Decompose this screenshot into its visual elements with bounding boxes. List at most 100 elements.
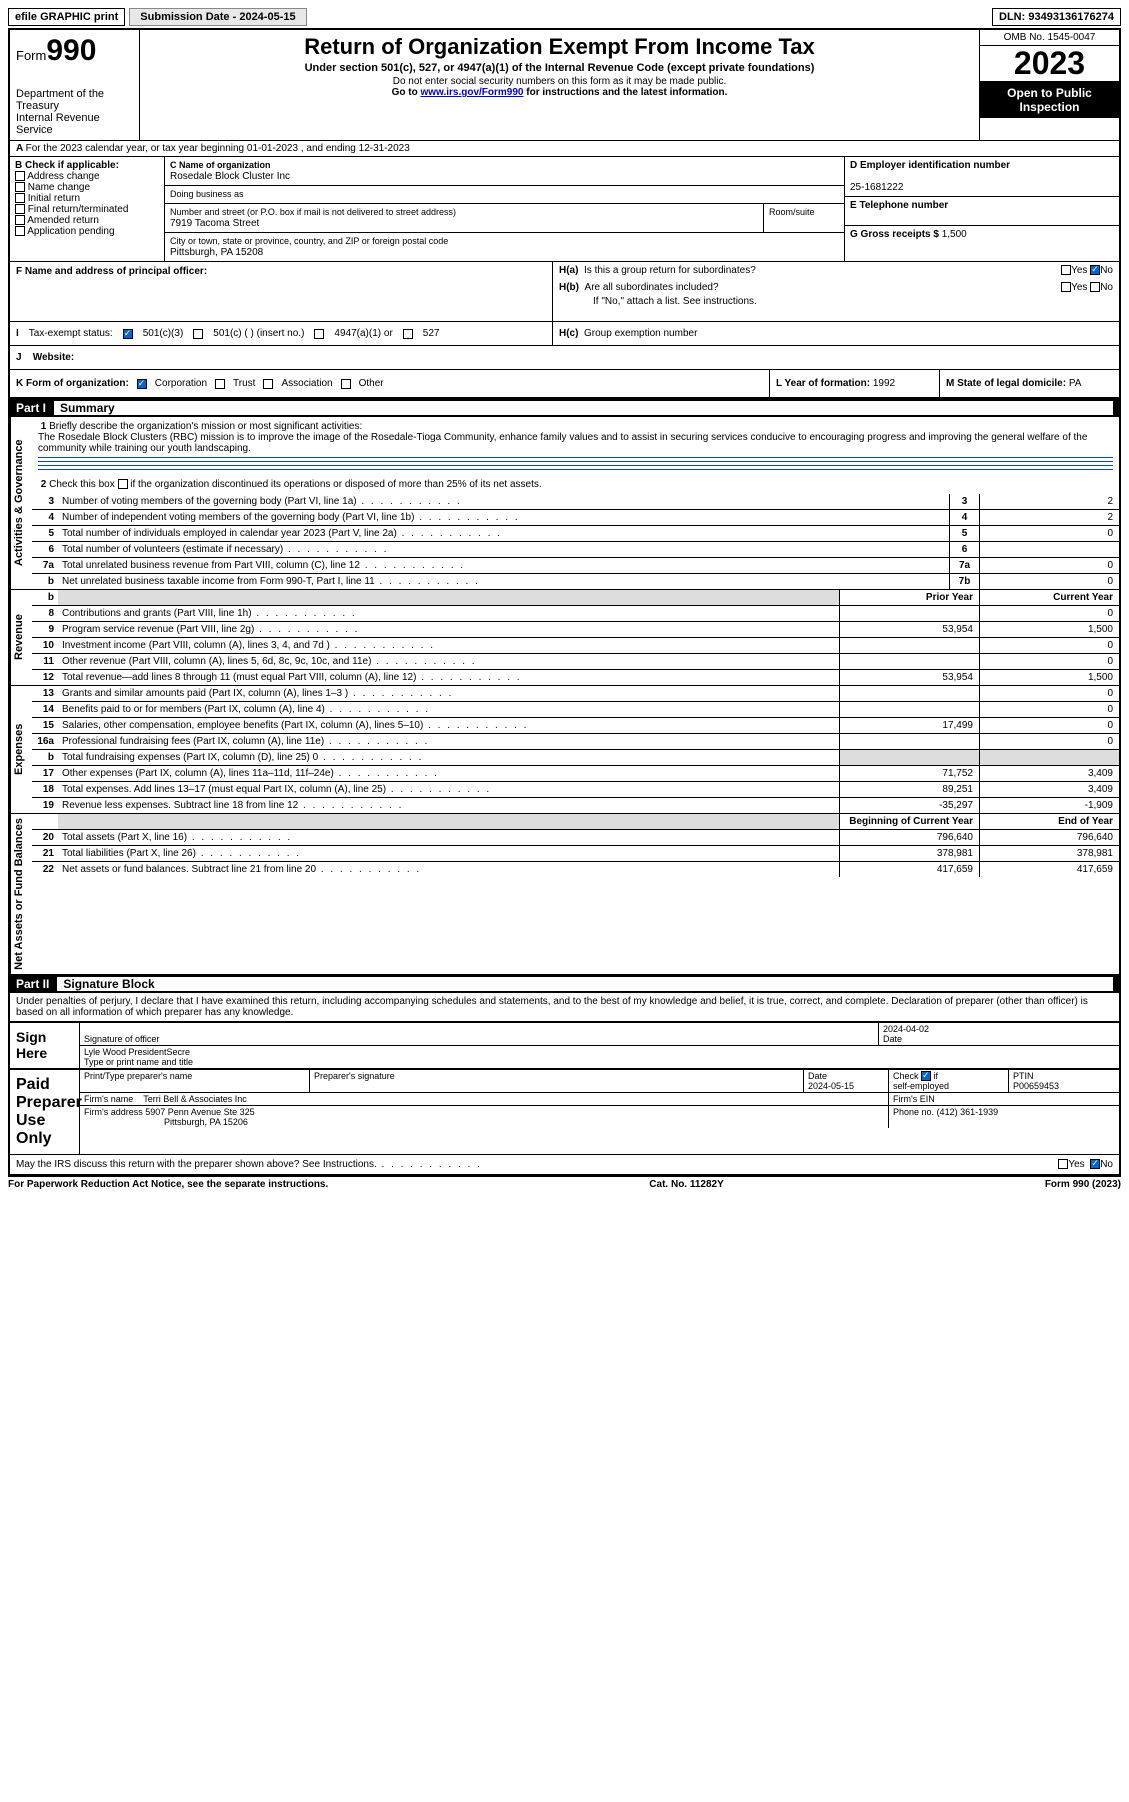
vlabel-netassets: Net Assets or Fund Balances (10, 814, 32, 974)
state-domicile: M State of legal domicile: PA (939, 370, 1119, 397)
vlabel-expenses: Expenses (10, 686, 32, 813)
prep-name-label: Print/Type preparer's name (84, 1071, 192, 1081)
checkbox-self-employed[interactable] (921, 1071, 931, 1081)
firm-addr2: Pittsburgh, PA 15206 (164, 1117, 248, 1127)
checkbox-app-pending[interactable] (15, 226, 25, 236)
submission-date-btn[interactable]: Submission Date - 2024-05-15 (129, 8, 306, 26)
pra-notice: For Paperwork Reduction Act Notice, see … (8, 1179, 328, 1190)
sign-here-block: Sign Here Signature of officer 2024-04-0… (10, 1021, 1119, 1068)
form-title: Return of Organization Exempt From Incom… (146, 34, 973, 60)
line-a-period: A For the 2023 calendar year, or tax yea… (10, 141, 1119, 157)
checkbox-4947[interactable] (314, 329, 324, 339)
ssn-note: Do not enter social security numbers on … (146, 76, 973, 87)
perjury-text: Under penalties of perjury, I declare th… (10, 993, 1119, 1021)
vlabel-governance: Activities & Governance (10, 417, 32, 589)
section-klm: K Form of organization: Corporation Trus… (10, 370, 1119, 398)
efile-box: efile GRAPHIC print (8, 8, 125, 26)
summary-row: 8Contributions and grants (Part VIII, li… (32, 606, 1119, 622)
form-number: Form990 (16, 34, 133, 68)
firm-addr1: 5907 Penn Avenue Ste 325 (145, 1107, 254, 1117)
prep-sig-label: Preparer's signature (314, 1071, 395, 1081)
dln-box: DLN: 93493136176274 (992, 8, 1121, 26)
paid-preparer-label: Paid Preparer Use Only (10, 1070, 80, 1154)
summary-row: 5Total number of individuals employed in… (32, 526, 1119, 542)
checkbox-hb-yes[interactable] (1061, 282, 1071, 292)
sig-officer-label: Signature of officer (84, 1034, 159, 1044)
street-address: 7919 Tacoma Street (170, 218, 259, 229)
sign-here-label: Sign Here (10, 1023, 80, 1068)
footer: For Paperwork Reduction Act Notice, see … (8, 1176, 1121, 1192)
gross-receipts-cell: G Gross receipts $ 1,500 (845, 226, 1119, 243)
section-i: I Tax-exempt status: 501(c)(3) 501(c) ( … (10, 322, 1119, 346)
form-header: Form990 Department of the Treasury Inter… (10, 30, 1119, 141)
dept-treasury: Department of the Treasury (16, 88, 133, 112)
checkbox-ha-yes[interactable] (1061, 265, 1071, 275)
city-cell: City or town, state or province, country… (165, 233, 844, 261)
net-header-row: Beginning of Current Year End of Year (32, 814, 1119, 830)
summary-row: 17Other expenses (Part IX, column (A), l… (32, 766, 1119, 782)
irs-label: Internal Revenue Service (16, 112, 133, 136)
checkbox-final-return[interactable] (15, 204, 25, 214)
section-b: B Check if applicable: Address change Na… (10, 157, 165, 261)
governance-section: Activities & Governance 1 Briefly descri… (10, 417, 1119, 590)
mission-block: 1 Briefly describe the organization's mi… (32, 417, 1119, 475)
prior-year-header: Prior Year (839, 590, 979, 605)
org-name: Rosedale Block Cluster Inc (170, 171, 290, 182)
ein-value: 25-1681222 (850, 182, 903, 193)
telephone-cell: E Telephone number (845, 197, 1119, 226)
summary-row: 15Salaries, other compensation, employee… (32, 718, 1119, 734)
room-suite-label: Room/suite (769, 207, 815, 217)
netassets-section: Net Assets or Fund Balances Beginning of… (10, 814, 1119, 974)
summary-row: 14Benefits paid to or for members (Part … (32, 702, 1119, 718)
checkbox-hb-no[interactable] (1090, 282, 1100, 292)
checkbox-ha-no[interactable] (1090, 265, 1100, 275)
omb-number: OMB No. 1545-0047 (980, 30, 1119, 46)
summary-row: 13Grants and similar amounts paid (Part … (32, 686, 1119, 702)
part-2-header: Part II Signature Block (10, 974, 1119, 993)
summary-row: 19Revenue less expenses. Subtract line 1… (32, 798, 1119, 813)
checkbox-527[interactable] (403, 329, 413, 339)
tax-year: 2023 (980, 46, 1119, 82)
vlabel-revenue: Revenue (10, 590, 32, 685)
cat-number: Cat. No. 11282Y (649, 1179, 723, 1190)
summary-row: 22Net assets or fund balances. Subtract … (32, 862, 1119, 877)
h-b-note: If "No," attach a list. See instructions… (553, 296, 1119, 310)
checkbox-discontinued[interactable] (118, 479, 128, 489)
checkbox-other[interactable] (341, 379, 351, 389)
part-1-header: Part I Summary (10, 398, 1119, 417)
checkbox-trust[interactable] (215, 379, 225, 389)
paid-preparer-block: Paid Preparer Use Only Print/Type prepar… (10, 1068, 1119, 1154)
checkbox-corp[interactable] (137, 379, 147, 389)
org-name-cell: C Name of organization Rosedale Block Cl… (165, 157, 844, 186)
firm-name: Terri Bell & Associates Inc (143, 1094, 247, 1104)
revenue-section: Revenue b Prior Year Current Year 8Contr… (10, 590, 1119, 686)
checkbox-initial-return[interactable] (15, 193, 25, 203)
h-b: H(b) Are all subordinates included? Yes … (553, 279, 1119, 296)
summary-row: bNet unrelated business taxable income f… (32, 574, 1119, 589)
firm-ein-label: Firm's EIN (893, 1094, 935, 1104)
checkbox-amended[interactable] (15, 215, 25, 225)
mission-text: The Rosedale Block Clusters (RBC) missio… (38, 432, 1087, 454)
form-subtitle: Under section 501(c), 527, or 4947(a)(1)… (146, 62, 973, 74)
checkbox-501c[interactable] (193, 329, 203, 339)
ptin-value: P00659453 (1013, 1081, 1059, 1091)
h-a: H(a) Is this a group return for subordin… (553, 262, 1119, 279)
checkbox-assoc[interactable] (263, 379, 273, 389)
summary-row: 16aProfessional fundraising fees (Part I… (32, 734, 1119, 750)
checkbox-name-change[interactable] (15, 182, 25, 192)
summary-row: 6Total number of volunteers (estimate if… (32, 542, 1119, 558)
topbar: efile GRAPHIC print Submission Date - 20… (8, 8, 1121, 26)
checkbox-501c3[interactable] (123, 329, 133, 339)
summary-row: 4Number of independent voting members of… (32, 510, 1119, 526)
beg-year-header: Beginning of Current Year (839, 814, 979, 829)
summary-row: 21Total liabilities (Part X, line 26)378… (32, 846, 1119, 862)
checkbox-discuss-no[interactable] (1090, 1159, 1100, 1169)
section-j: J Website: (10, 346, 1119, 370)
form-footer: Form 990 (2023) (1045, 1179, 1121, 1190)
checkbox-discuss-yes[interactable] (1058, 1159, 1068, 1169)
section-fh: F Name and address of principal officer:… (10, 262, 1119, 322)
checkbox-address-change[interactable] (15, 171, 25, 181)
ein-cell: D Employer identification number 25-1681… (845, 157, 1119, 197)
irs-link[interactable]: www.irs.gov/Form990 (420, 87, 523, 98)
gross-receipts-value: 1,500 (942, 229, 967, 240)
